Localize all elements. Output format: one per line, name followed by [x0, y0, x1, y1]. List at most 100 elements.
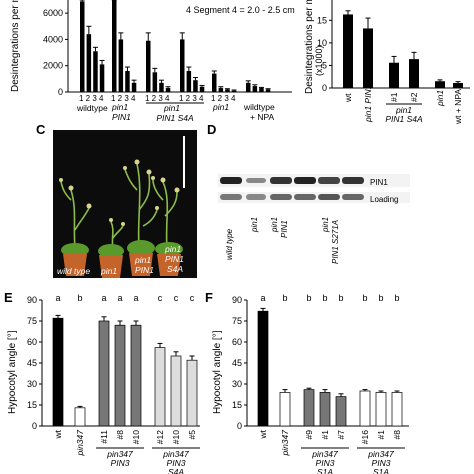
panel-e-x-label: #10: [131, 430, 141, 444]
panel-e-x-label: #11: [99, 430, 109, 444]
panel-f-significance-letter: b: [322, 293, 327, 303]
panel-a-segment-numbers: 1 2 3 4: [145, 94, 170, 103]
blot-bands-pin1: [220, 177, 364, 184]
panel-f-letter: F: [205, 290, 213, 305]
panel-b-bar: [409, 59, 419, 88]
panel-a-bar: [193, 80, 198, 92]
panel-f-bar: [375, 392, 387, 427]
panel-e-group-label: PIN3: [111, 458, 130, 468]
panel-f-group-label: S1A: [373, 467, 389, 474]
panel-f-y-tick-label: 0: [237, 421, 242, 431]
panel-f-significance-letter: a: [260, 293, 265, 303]
panel-a-bar: [252, 86, 258, 92]
panel-f-group-label: S1A: [317, 467, 333, 474]
caption-pin1-c: pin1: [164, 244, 181, 254]
lane-label-pin1-b: pin1: [270, 217, 279, 233]
panel-f-y-tick-label: 75: [232, 316, 242, 326]
panel-e-y-tick-label: 60: [27, 337, 37, 347]
panel-f-group-label: PIN3: [372, 458, 391, 468]
panel-e-y-tick-label: 75: [27, 316, 37, 326]
panel-b-y-tick-label: 10: [317, 38, 327, 48]
panel-b-y-tick-label: 0: [322, 83, 327, 93]
panel-e-bar: [154, 347, 166, 427]
panel-f-x-label: #9: [304, 430, 314, 440]
panel-f-x-label: wt: [258, 429, 268, 439]
lane-label-pin1: pin1: [250, 217, 259, 233]
band-label-pin1: PIN1: [370, 178, 388, 187]
panel-a-segment-numbers: 1 2 3 4: [111, 94, 136, 103]
panel-b-y-label: Desintegrations per min: [304, 0, 315, 94]
panel-f-bar: [319, 392, 331, 427]
panel-b-group-pin1: pin1: [395, 105, 412, 115]
panel-e-y-tick-label: 15: [27, 400, 37, 410]
blot-bands-loading: [220, 194, 364, 200]
western-blot: PIN1 Loading wild type pin1 pin1 PIN1 pi…: [218, 174, 410, 264]
scale-bar: [183, 136, 185, 188]
panel-a-bar: [180, 39, 185, 92]
panel-a-y-tick-label: 0: [58, 87, 63, 97]
panel-e-bar: [186, 359, 198, 427]
panel-f-x-label: #1: [376, 430, 386, 440]
panel-b-y-tick-label: 5: [322, 60, 327, 70]
panel-e-significance-letter: a: [117, 293, 122, 303]
panel-a-bar: [125, 70, 130, 92]
panel-e-y-tick-label: 45: [27, 358, 37, 368]
panel-e-significance-letter: c: [190, 293, 195, 303]
plant-photo: wild type pin1 pin1 PIN1 pin1 PIN1 S4A: [53, 130, 197, 278]
panel-a-bar: [199, 86, 205, 92]
panel-a-bar: [118, 39, 124, 92]
panel-f-x-label: #7: [336, 430, 346, 440]
panel-b-x-label-wt-npa: wt + NPA: [453, 89, 463, 125]
panel-a-bar: [186, 70, 192, 92]
panel-a-bar: [212, 73, 217, 92]
caption-pin1-c-construct: PIN1: [165, 254, 184, 264]
panel-e-bar: [52, 317, 64, 427]
panel-b-bar: [343, 14, 353, 89]
panel-e-y-tick-label: 30: [27, 379, 37, 389]
panel-a-label-pin1-construct: PIN1: [112, 112, 131, 122]
panel-b-bar: [453, 83, 463, 88]
panel-a-label-wildtype: wildtype: [76, 103, 108, 113]
panel-f-y-tick-label: 15: [232, 400, 242, 410]
panel-e-bar: [114, 324, 126, 427]
plant-rosettes: [61, 240, 183, 258]
panel-f-significance-letter: b: [306, 293, 311, 303]
panel-f-significance-letter: b: [338, 293, 343, 303]
plant-photo-drawing: wild type pin1 pin1 PIN1 pin1 PIN1 S4A: [57, 136, 185, 278]
panel-f-x-label: #1: [320, 430, 330, 440]
panel-e-significance-letter: b: [77, 293, 82, 303]
panel-e-y-label: Hypocotyl angle [°]: [7, 330, 18, 414]
panel-a-bar: [165, 88, 171, 92]
panel-e-bar: [130, 324, 142, 427]
panel-e-chart: Hypocotyl angle [°] 90 75 60 45 30 15 0 a wt b pin…: [7, 293, 200, 474]
panel-a-label-pin1-c: pin1: [212, 102, 229, 112]
panel-f-significance-letter: b: [282, 293, 287, 303]
panel-f-y-tick-label: 90: [232, 295, 242, 305]
panel-f-significance-letter: b: [394, 293, 399, 303]
panel-f-bar: [391, 392, 403, 427]
panel-e-letter: E: [4, 290, 13, 305]
panel-a-y-label: Desintegrations per min: [10, 0, 21, 92]
panel-b-y-tick-label: 15: [317, 15, 327, 25]
lane-label-wild-type: wild type: [225, 228, 234, 260]
panel-b-bar: [435, 81, 445, 88]
caption-wild-type: wild type: [57, 266, 90, 276]
panel-a-y-tick-label: 6000: [43, 8, 63, 18]
panel-a-bar: [225, 89, 230, 92]
panel-e-significance-letter: a: [101, 293, 106, 303]
panel-e-x-label: pin347: [75, 430, 85, 457]
panel-e-group-label: S4A: [168, 467, 184, 474]
blot-lane-labels: wild type pin1 pin1 PIN1 pin1 PIN1 S271A: [225, 217, 340, 264]
panel-c-letter: C: [36, 122, 46, 137]
panel-e-y-tick-label: 90: [27, 295, 37, 305]
photo-captions: wild type pin1 pin1 PIN1 pin1 PIN1 S4A: [57, 244, 184, 276]
panel-e-bar: [74, 407, 86, 427]
panel-a-y-tick-label: 2000: [43, 61, 63, 71]
panel-f-group-label: pin347: [311, 449, 338, 459]
panel-a-label-pin1-a: pin1: [111, 102, 128, 112]
lane-label-pin1-b-construct: PIN1: [280, 220, 289, 238]
plant-stems: [60, 163, 178, 251]
panel-a-bar: [131, 82, 137, 92]
panel-a-label-npa: + NPA: [250, 112, 275, 122]
panel-b-x-label-wt: wt: [343, 93, 353, 103]
